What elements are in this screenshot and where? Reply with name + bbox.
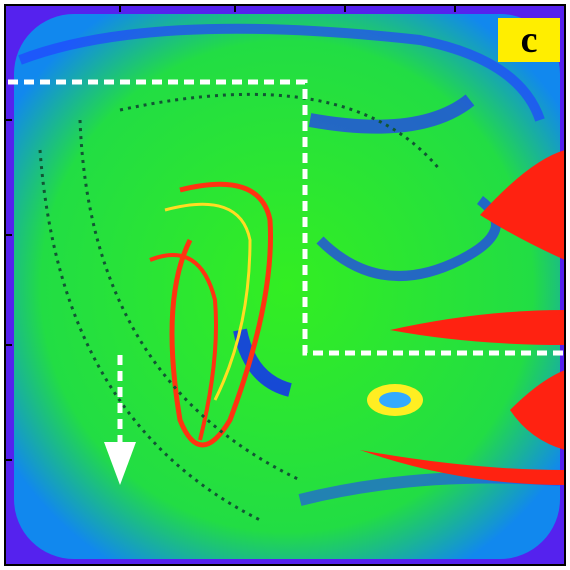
- panel-label: c: [521, 19, 538, 61]
- field-panel: c: [0, 0, 570, 570]
- field: [5, 5, 565, 565]
- blue-island: [379, 392, 411, 408]
